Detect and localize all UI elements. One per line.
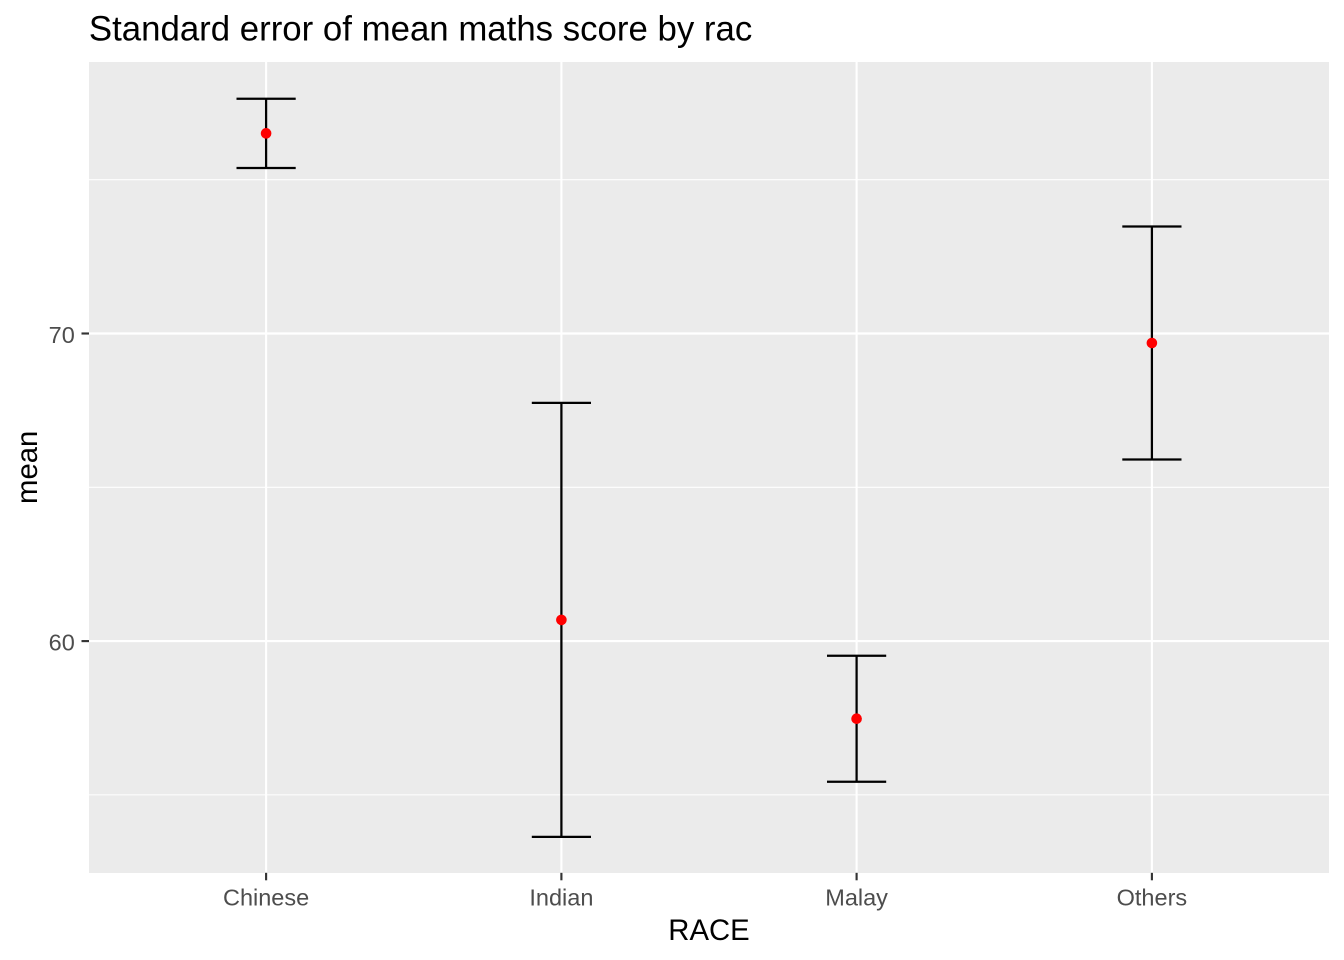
svg-text:mean: mean	[11, 431, 44, 504]
svg-text:70: 70	[49, 322, 75, 348]
svg-text:Chinese: Chinese	[223, 885, 309, 911]
svg-text:Standard error of mean maths s: Standard error of mean maths score by ra…	[89, 9, 752, 48]
svg-text:Others: Others	[1117, 885, 1188, 911]
svg-text:RACE: RACE	[668, 914, 749, 947]
svg-text:Indian: Indian	[529, 885, 593, 911]
svg-text:60: 60	[49, 630, 75, 656]
svg-text:Malay: Malay	[825, 885, 888, 911]
